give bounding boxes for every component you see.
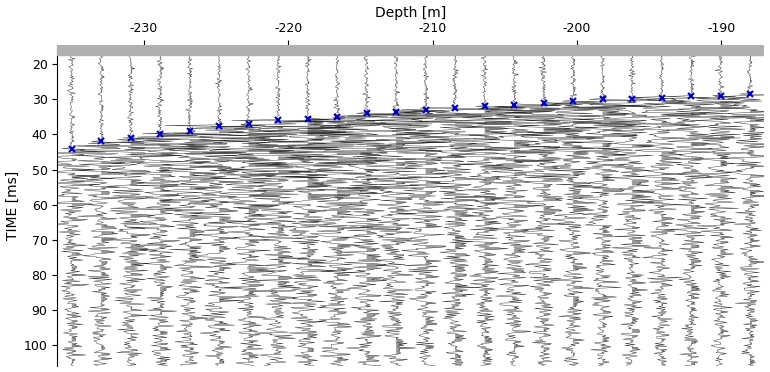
Y-axis label: TIME [ms]: TIME [ms] [5, 171, 19, 240]
Bar [57, 45, 765, 55]
X-axis label: Depth [m]: Depth [m] [375, 6, 447, 20]
